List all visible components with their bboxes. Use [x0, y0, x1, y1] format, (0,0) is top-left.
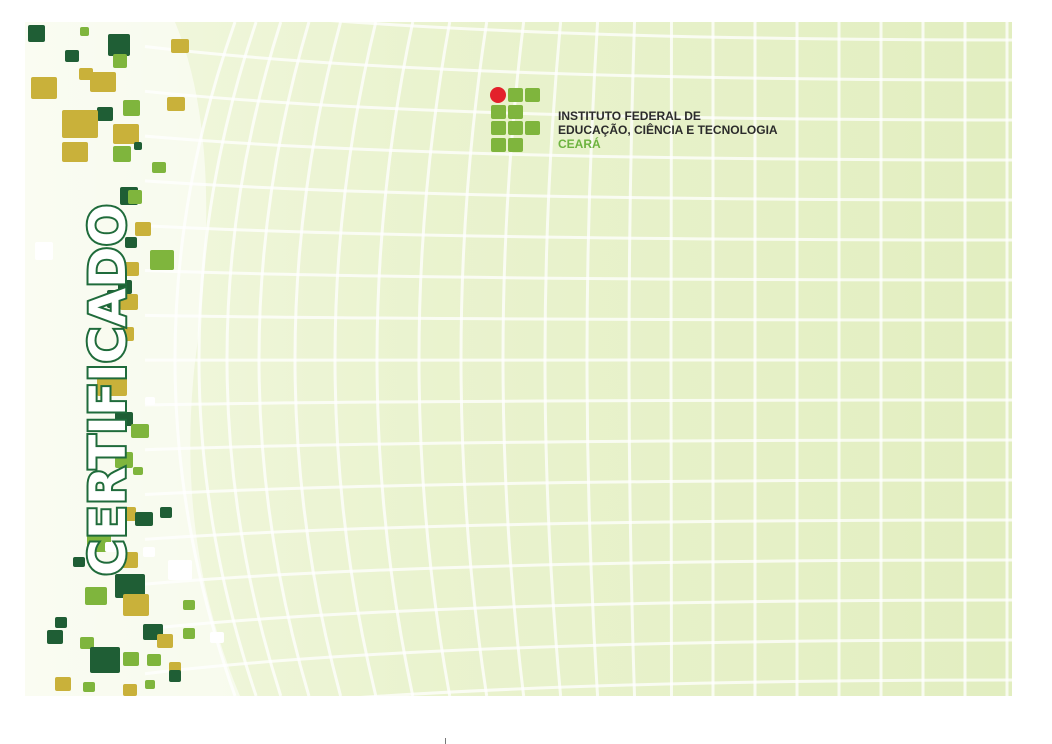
logo-square	[491, 138, 506, 152]
institution-line-2: EDUCAÇÃO, CIÊNCIA E TECNOLOGIA	[558, 123, 778, 137]
institution-logo: INSTITUTO FEDERAL DE EDUCAÇÃO, CIÊNCIA E…	[490, 87, 778, 153]
logo-square	[508, 138, 523, 152]
institution-state: CEARÁ	[558, 137, 601, 151]
institution-name: INSTITUTO FEDERAL DE EDUCAÇÃO, CIÊNCIA E…	[558, 109, 778, 151]
grid-background	[25, 22, 1012, 696]
logo-square	[508, 105, 523, 119]
logo-red-dot	[490, 87, 506, 103]
logo-square	[508, 88, 523, 102]
logo-square	[508, 121, 523, 135]
logo-square	[491, 105, 506, 119]
crop-mark	[445, 738, 446, 744]
logo-square	[525, 88, 540, 102]
certificate-title: CERTIFICADO	[77, 202, 139, 578]
institution-line-1: INSTITUTO FEDERAL DE	[558, 109, 701, 123]
if-logo-icon	[490, 87, 542, 153]
logo-square	[491, 121, 506, 135]
certificate-page: CERTIFICADO INSTITUTO FEDERAL DE EDUCAÇÃ…	[25, 22, 1012, 696]
logo-square	[525, 121, 540, 135]
